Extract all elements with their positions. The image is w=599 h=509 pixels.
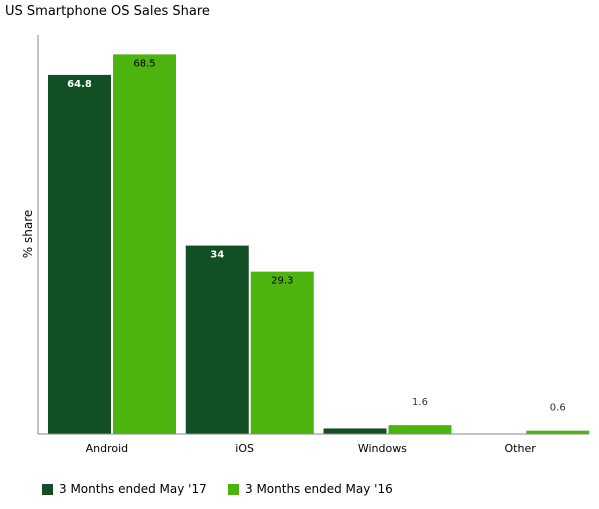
bar-chart: 64.8 68.5 34 29.3 1.6 0.6 % share Android iOS W… — [21, 35, 590, 455]
x-tick-label: Other — [505, 442, 537, 455]
data-label: 0.6 — [550, 403, 566, 414]
data-label: 34 — [210, 250, 224, 261]
x-tick-labels: Android iOS Windows Other — [86, 442, 537, 455]
x-tick-label: Android — [86, 442, 129, 455]
bar-ios-series-2 — [250, 271, 314, 434]
data-label: 64.8 — [67, 79, 92, 90]
labels-layer: 64.8 68.5 34 29.3 1.6 0.6 — [67, 58, 566, 413]
legend-label: 3 Months ended May '16 — [245, 482, 393, 496]
legend-item-series-2[interactable]: 3 Months ended May '16 — [228, 482, 393, 496]
legend-swatch — [42, 483, 53, 495]
data-label: 68.5 — [133, 58, 155, 69]
data-label: 29.3 — [271, 276, 293, 287]
x-tick-label: Windows — [358, 442, 407, 455]
bar-ios-series-1 — [185, 245, 249, 434]
bar-android-series-2 — [113, 54, 176, 434]
x-tick-label: iOS — [235, 442, 254, 455]
data-label: 1.6 — [412, 397, 428, 408]
bar-android-series-1 — [48, 74, 111, 435]
y-axis-label: % share — [21, 210, 35, 258]
chart-title: US Smartphone OS Sales Share — [5, 4, 210, 19]
legend-item-series-1[interactable]: 3 Months ended May '17 — [42, 482, 207, 496]
bar-windows-series-1 — [323, 428, 387, 434]
bar-windows-series-2 — [388, 425, 452, 434]
bars-layer — [48, 54, 590, 435]
legend-swatch — [228, 483, 239, 495]
legend-label: 3 Months ended May '17 — [59, 482, 207, 496]
bar-other-series-2 — [526, 430, 590, 434]
